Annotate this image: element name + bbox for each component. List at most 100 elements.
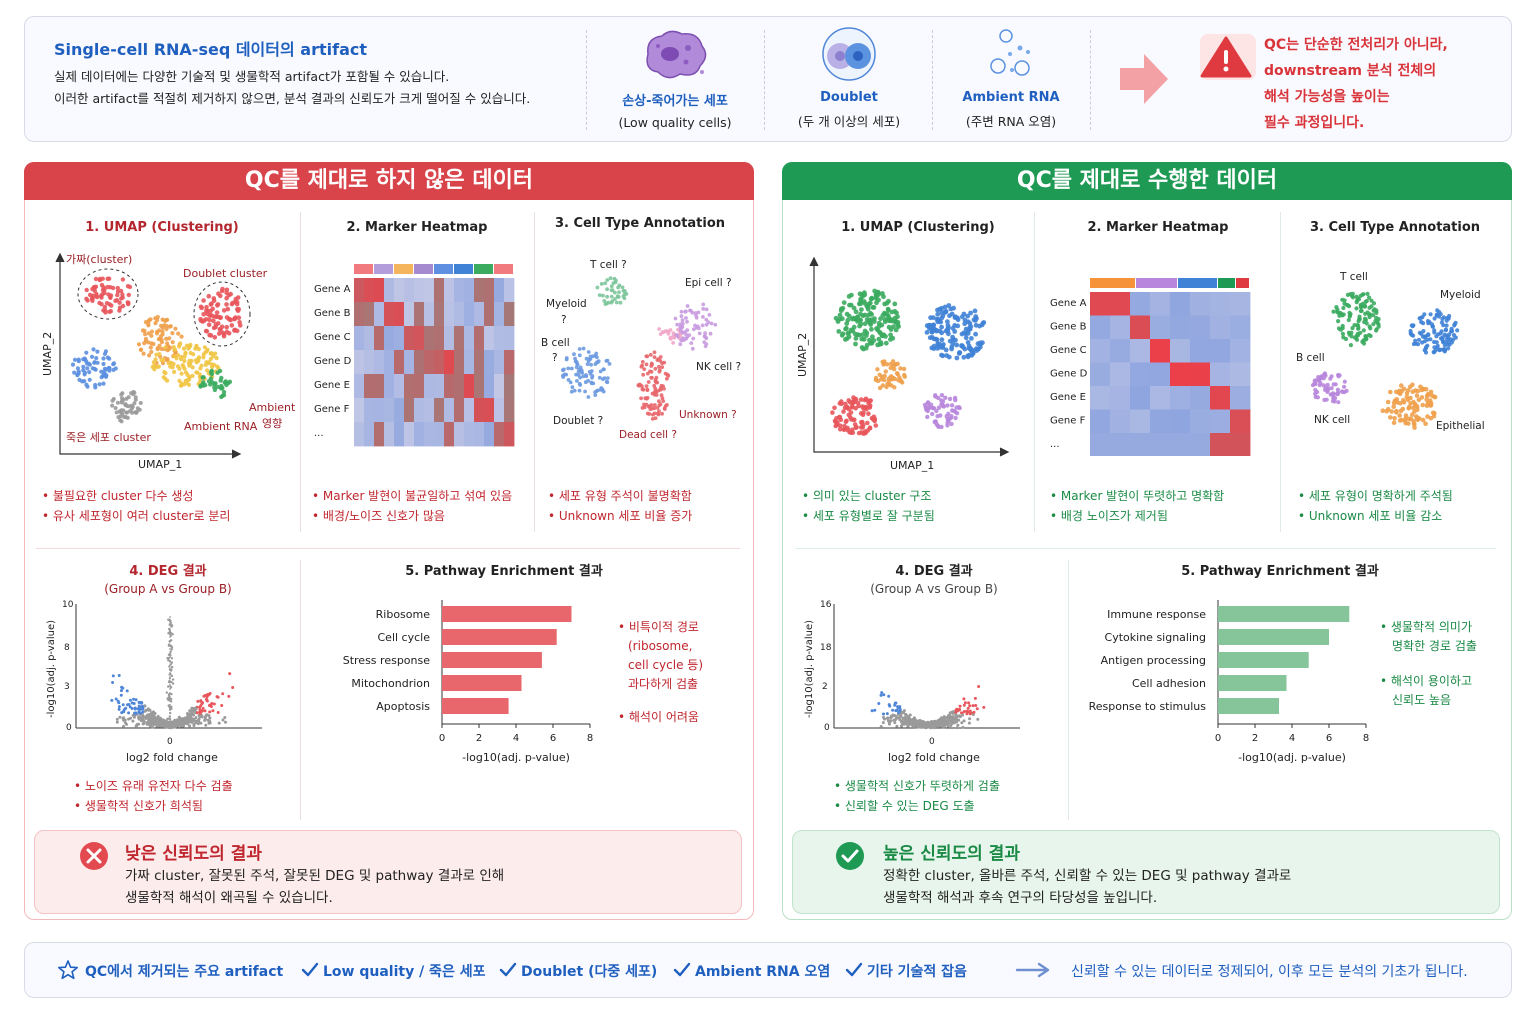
cell-dot <box>1452 322 1457 327</box>
svg-text:8: 8 <box>64 643 70 653</box>
cell-dot <box>973 322 979 328</box>
gene-dot <box>210 702 214 705</box>
cell-dot <box>89 354 95 359</box>
cell-dot <box>605 278 610 282</box>
cell-dot <box>870 334 875 340</box>
svg-text:3: 3 <box>64 682 70 692</box>
doublet-cluster-outline <box>193 281 251 347</box>
cell-dot <box>969 352 975 358</box>
x-tick-label: 2 <box>1252 733 1258 744</box>
heatmap-cell <box>424 422 435 447</box>
cell-dot <box>1443 327 1448 332</box>
cell-dot <box>652 406 657 411</box>
gene-dot <box>216 711 220 714</box>
cell-dot <box>107 302 112 307</box>
footer-item: Doublet (다중 세포) <box>521 964 658 980</box>
cell-dot <box>167 324 172 329</box>
gene-dot <box>170 665 174 669</box>
cell-dot <box>1361 338 1366 343</box>
cell-dot <box>953 415 958 421</box>
cell-dot <box>114 410 119 415</box>
cell-dot <box>196 355 202 360</box>
cell-dot <box>586 378 590 383</box>
artifact-sub: (Low quality cells) <box>618 115 732 130</box>
cell-dot <box>965 340 971 345</box>
cell-dot <box>962 346 968 352</box>
cell-dot <box>875 378 881 384</box>
cell-dot <box>653 389 658 393</box>
cell-dot <box>888 332 893 338</box>
pathway-label: Cell cycle <box>378 631 431 644</box>
note-line: • 생물학적 신호가 희석됨 <box>74 799 203 813</box>
cell-dot <box>155 314 160 320</box>
cell-dot <box>846 406 852 412</box>
no-qc-banner: QC를 제대로 하지 않은 데이터 <box>24 162 754 200</box>
cell-dot <box>164 323 169 329</box>
cell-dot <box>108 309 114 314</box>
heatmap-cell <box>374 302 385 327</box>
cell-dot <box>639 396 643 401</box>
cell-dot <box>1405 388 1411 393</box>
cell-dot <box>589 381 594 386</box>
good-heatmap-title: 2. Marker Heatmap <box>1087 220 1229 235</box>
cell-dot <box>859 336 865 342</box>
cell-dot <box>1336 326 1342 331</box>
artifact-ambient-rna: Ambient RNA (주변 RNA 오염) <box>936 26 1086 130</box>
heatmap-cell <box>464 302 475 327</box>
cell-dot <box>214 356 219 361</box>
cell-dot <box>857 323 862 329</box>
divider <box>586 30 587 130</box>
cell-dot <box>1337 373 1342 378</box>
cell-dot <box>872 416 878 422</box>
cell-dot <box>1358 293 1363 298</box>
cell-dot <box>82 372 87 377</box>
check-icon <box>301 962 319 977</box>
heatmap-cell <box>1230 362 1251 387</box>
cell-dot <box>1331 393 1336 398</box>
pathway-bar <box>442 652 542 668</box>
cell-dot <box>95 360 100 365</box>
cell-dot <box>709 321 714 326</box>
note-line: (ribosome, <box>628 639 693 653</box>
heatmap-cell <box>494 302 505 327</box>
cell-dot <box>875 367 880 372</box>
heatmap-cell <box>404 350 415 375</box>
artifact-sub: (두 개 이상의 세포) <box>797 114 901 129</box>
cell-dot <box>663 371 668 376</box>
heatmap-cell <box>414 398 425 423</box>
cluster-color-bar <box>454 264 473 274</box>
cell-dot <box>1422 312 1427 317</box>
gene-dot <box>141 713 145 717</box>
cell-dot <box>1401 398 1406 403</box>
cell-dot <box>220 286 225 292</box>
gene-dot <box>168 706 171 709</box>
qc-done-banner: QC를 제대로 수행한 데이터 <box>782 162 1512 200</box>
gene-dot <box>931 723 935 727</box>
umap-label-ambient: Ambient <box>249 401 296 414</box>
note-line: • 배경/노이즈 신호가 많음 <box>312 509 445 523</box>
cell-dot <box>132 401 137 406</box>
heatmap-cell <box>1230 433 1251 456</box>
cell-dot <box>1408 401 1413 406</box>
cell-dot <box>690 346 695 351</box>
cell-dot <box>659 385 663 390</box>
cell-dot <box>653 378 658 382</box>
gene-dot <box>915 725 919 729</box>
cell-dot <box>149 349 154 355</box>
gene-dot <box>949 724 953 727</box>
heatmap-cell <box>394 374 405 399</box>
cell-dot <box>1444 318 1449 323</box>
cell-dot <box>176 331 181 336</box>
cell-dot <box>210 306 215 312</box>
bad-pathway-title: 5. Pathway Enrichment 결과 <box>405 564 603 579</box>
gene-dot <box>156 723 160 726</box>
cell-dot <box>1342 379 1347 384</box>
note-line: • 배경 노이즈가 제거됨 <box>1050 509 1168 523</box>
cell-dot <box>697 326 701 331</box>
gene-dot <box>170 661 174 664</box>
cell-dot <box>687 333 692 337</box>
pathway-label: Cytokine signaling <box>1105 631 1206 644</box>
cell-dot <box>200 319 205 324</box>
note-line: • Marker 발현이 뚜렷하고 명확함 <box>1050 489 1225 503</box>
gene-dot <box>963 701 967 705</box>
